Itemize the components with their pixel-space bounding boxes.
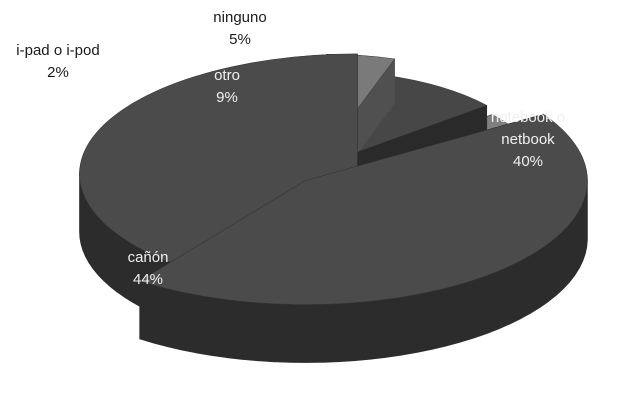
slice-name-label: i-pad o i-pod [16, 42, 99, 59]
slice-value-label: 9% [216, 89, 238, 106]
slice-name-label: cañón [128, 249, 169, 266]
slice-side [139, 174, 588, 363]
slice-value-label: 2% [47, 64, 69, 81]
slice-name-label: otro [214, 67, 240, 84]
slice-value-label: 40% [513, 153, 543, 170]
slice-label: notebook o netbook 40% [491, 109, 565, 170]
slice-label: ninguno 5% [213, 9, 266, 48]
slice-value-label: 5% [229, 31, 251, 48]
slice-top [79, 53, 358, 272]
slice-name-label: ninguno [213, 9, 266, 26]
slice-value-label: 44% [133, 271, 163, 288]
slice-name-label: netbook [501, 131, 555, 148]
slice-label: i-pad o i-pod 2% [16, 42, 99, 81]
slice-top [139, 113, 588, 305]
slice-label: cañón 44% [128, 249, 169, 288]
slice-cañón [139, 113, 588, 363]
slice-label: otro 9% [214, 67, 240, 106]
slice-name-label: notebook o [491, 109, 565, 126]
